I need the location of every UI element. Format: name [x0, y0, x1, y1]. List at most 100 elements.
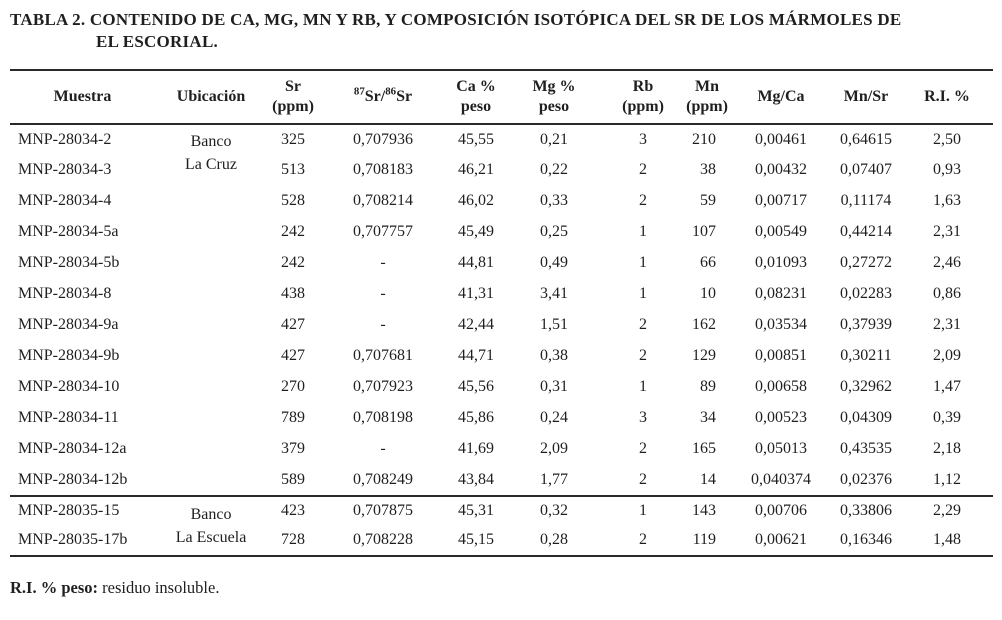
cell-mg: 0,38 [540, 347, 568, 365]
cell-sr: 427 [281, 316, 305, 334]
column-header-iso: 87Sr/86Sr [353, 85, 413, 106]
cell-iso: - [380, 254, 386, 272]
cell-iso: 0,707875 [353, 502, 413, 520]
cell-sr: 423 [281, 502, 305, 520]
cell-mnsr: 0,32962 [840, 378, 892, 396]
cell-rb: 3 [639, 409, 647, 427]
cell-sr: 242 [281, 223, 305, 241]
cell-sr: 379 [281, 440, 305, 458]
cell-mg: 2,09 [540, 440, 568, 458]
cell-rb: 2 [639, 531, 647, 549]
cell-ri: 1,48 [933, 531, 961, 549]
table-row: MNP-28034-9b 427 0,707681 44,71 0,38 2 129 0,00… [10, 341, 993, 372]
cell-mg: 1,51 [540, 316, 568, 334]
cell-ca: 42,44 [458, 316, 494, 334]
cell-sr: 513 [281, 161, 305, 179]
cell-mgca: 0,00432 [755, 161, 807, 179]
cell-muestra: MNP-28034-12b [18, 470, 128, 488]
cell-iso: 0,708183 [353, 161, 413, 179]
cell-mgca: 0,00523 [755, 409, 807, 427]
cell-ca: 41,31 [458, 285, 494, 303]
cell-rb: 2 [639, 192, 647, 210]
cell-mg: 0,25 [540, 223, 568, 241]
cell-muestra: MNP-28034-5b [18, 254, 120, 272]
cell-mg: 0,32 [540, 502, 568, 520]
cell-ri: 2,50 [933, 130, 961, 148]
cell-ca: 45,56 [458, 378, 494, 396]
cell-ri: 2,18 [933, 440, 961, 458]
column-header-ubicacion: Ubicación [176, 88, 246, 106]
cell-mg: 1,77 [540, 470, 568, 488]
cell-mn: 129 [692, 347, 716, 365]
cell-ca: 45,49 [458, 223, 494, 241]
table-row: MNP-28034-12b 589 0,708249 43,84 1,77 2 14 0,04… [10, 465, 993, 496]
cell-muestra: MNP-28034-2 [18, 130, 112, 148]
column-header-muestra: Muestra [53, 88, 112, 106]
cell-mgca: 0,00549 [755, 223, 807, 241]
cell-sr: 270 [281, 378, 305, 396]
footnote-text: residuo insoluble. [98, 577, 220, 597]
cell-rb: 1 [639, 254, 647, 272]
cell-sr: 728 [281, 531, 305, 549]
column-header-ca: Ca % peso [456, 78, 496, 115]
cell-mgca: 0,00717 [755, 192, 807, 210]
location-cell: Banco La Escuela [175, 505, 247, 546]
cell-sr: 438 [281, 285, 305, 303]
column-header-rb: Rb (ppm) [622, 78, 664, 115]
cell-rb: 3 [639, 130, 647, 148]
cell-ca: 44,81 [458, 254, 494, 272]
cell-muestra: MNP-28034-9b [18, 347, 120, 365]
cell-mn: 10 [700, 285, 716, 303]
cell-mn: 66 [700, 254, 716, 272]
table-row: MNP-28034-11 789 0,708198 45,86 0,24 3 34 0,005… [10, 403, 993, 434]
table-row: MNP-28034-4 528 0,708214 46,02 0,33 2 59 0,0071… [10, 186, 993, 217]
table-title-line1: TABLA 2. CONTENIDO DE CA, MG, MN Y RB, Y… [10, 10, 902, 29]
table-row: MNP-28035-15 Banco La Escuela 423 0,707875 45… [10, 496, 993, 546]
cell-muestra: MNP-28035-15 [18, 502, 120, 520]
cell-mnsr: 0,43535 [840, 440, 892, 458]
cell-ri: 0,39 [933, 409, 961, 427]
cell-muestra: MNP-28034-5a [18, 223, 119, 241]
cell-ri: 2,31 [933, 316, 961, 334]
cell-mn: 143 [692, 502, 716, 520]
location-cell: Banco La Cruz [185, 132, 237, 174]
cell-mnsr: 0,27272 [840, 254, 892, 272]
cell-mg: 0,28 [540, 531, 568, 549]
cell-sr: 589 [281, 470, 305, 488]
cell-iso: - [380, 440, 386, 458]
cell-mgca: 0,00851 [755, 347, 807, 365]
cell-mnsr: 0,16346 [840, 531, 892, 549]
cell-ri: 2,09 [933, 347, 961, 365]
cell-ca: 44,71 [458, 347, 494, 365]
cell-ri: 2,31 [933, 223, 961, 241]
cell-muestra: MNP-28034-3 [18, 161, 112, 179]
cell-ri: 1,12 [933, 470, 961, 488]
table-row: MNP-28034-5a 242 0,707757 45,49 0,25 1 107 0,00… [10, 217, 993, 248]
cell-iso: 0,708228 [353, 531, 413, 549]
cell-mn: 38 [700, 161, 716, 179]
table-footnote: R.I. % peso: residuo insoluble. [10, 578, 992, 598]
table-row: MNP-28034-8 438 - 41,31 3,41 1 10 0,08231 0,0228… [10, 279, 993, 310]
cell-mn: 34 [700, 409, 716, 427]
cell-ca: 46,21 [458, 161, 494, 179]
cell-mn: 165 [692, 440, 716, 458]
table-row: MNP-28034-3 513 0,708183 46,21 0,22 2 38 0,0043… [10, 155, 993, 186]
cell-rb: 1 [639, 285, 647, 303]
cell-sr: 789 [281, 409, 305, 427]
cell-mn: 89 [700, 378, 716, 396]
cell-mn: 162 [692, 316, 716, 334]
cell-rb: 2 [639, 347, 647, 365]
table-row: MNP-28034-9a 427 - 42,44 1,51 2 162 0,03534 0,37… [10, 310, 993, 341]
cell-mg: 0,49 [540, 254, 568, 272]
table-row: MNP-28034-2 Banco La Cruz 325 0,707936 45,55 0… [10, 124, 993, 173]
cell-rb: 2 [639, 161, 647, 179]
cell-sr: 325 [281, 130, 305, 148]
cell-mnsr: 0,44214 [840, 223, 892, 241]
cell-rb: 2 [639, 316, 647, 334]
cell-mgca: 0,00621 [755, 531, 807, 549]
cell-iso: 0,707681 [353, 347, 413, 365]
table-row: MNP-28034-5b 242 - 44,81 0,49 1 66 0,01093 0,272… [10, 248, 993, 279]
cell-muestra: MNP-28034-11 [18, 409, 119, 427]
cell-iso: - [380, 316, 386, 334]
cell-muestra: MNP-28035-17b [18, 531, 128, 549]
